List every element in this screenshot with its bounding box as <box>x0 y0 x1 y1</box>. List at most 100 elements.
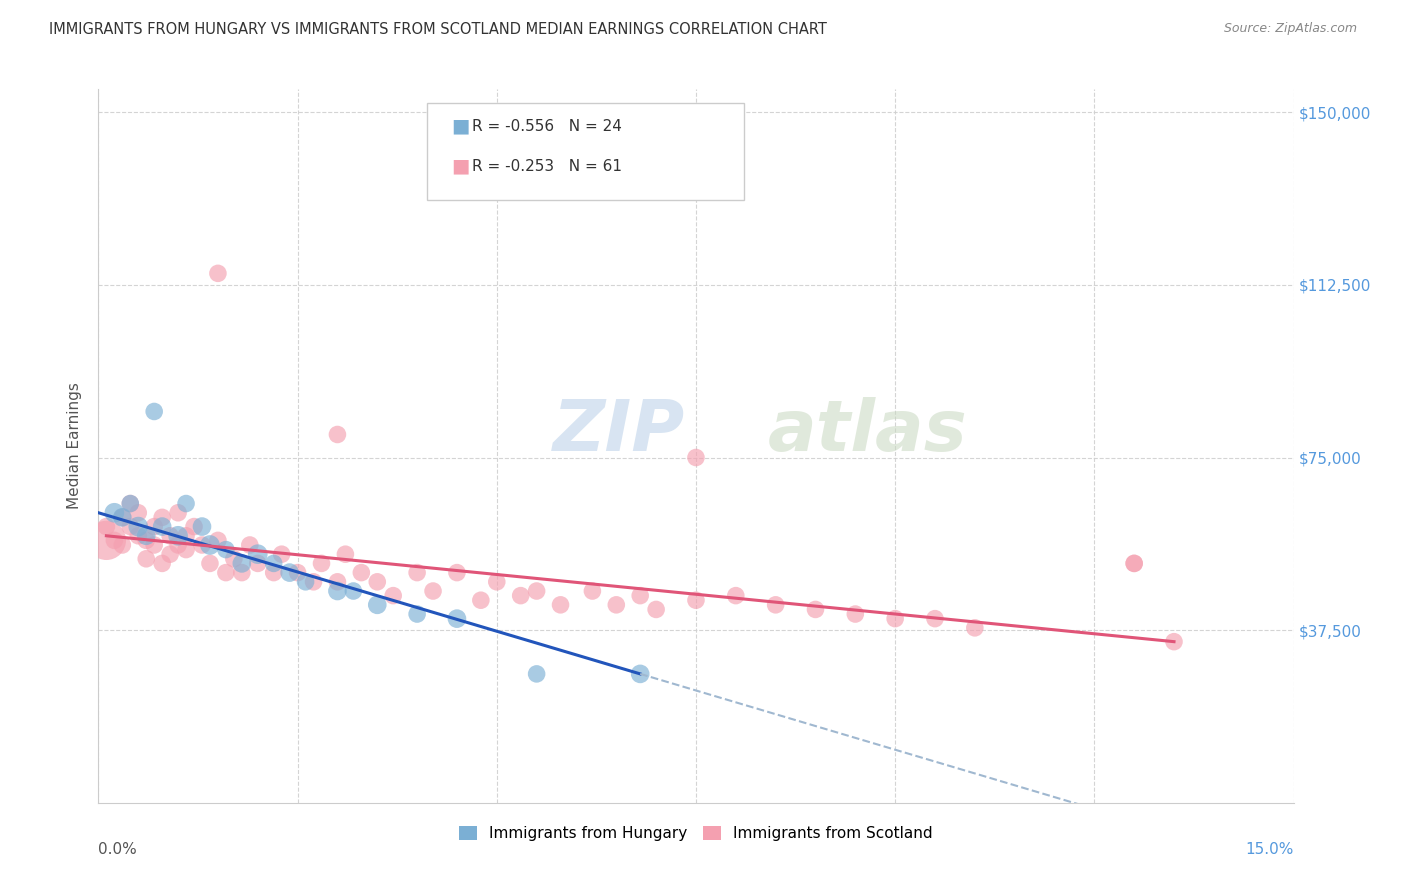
Point <box>924 612 946 626</box>
Point <box>366 598 388 612</box>
Point <box>270 547 292 561</box>
Text: Source: ZipAtlas.com: Source: ZipAtlas.com <box>1223 22 1357 36</box>
Text: 15.0%: 15.0% <box>1246 842 1294 857</box>
Point <box>1123 557 1146 571</box>
Point <box>581 584 603 599</box>
Point <box>366 574 388 589</box>
Point <box>382 589 405 603</box>
Point <box>127 529 149 543</box>
Point <box>222 551 245 566</box>
Point <box>159 547 181 561</box>
Point <box>287 566 309 580</box>
Text: 0.0%: 0.0% <box>98 842 138 857</box>
Point <box>127 506 149 520</box>
Point <box>1163 634 1185 648</box>
Point <box>294 574 316 589</box>
Point <box>246 557 269 571</box>
Point <box>150 510 173 524</box>
Point <box>278 566 301 580</box>
Point <box>96 519 118 533</box>
Point <box>844 607 866 621</box>
Text: atlas: atlas <box>768 397 967 467</box>
Point <box>191 519 214 533</box>
Point <box>103 533 125 548</box>
Point <box>167 529 190 543</box>
Point <box>143 404 166 418</box>
Point <box>628 666 651 681</box>
Point <box>215 566 238 580</box>
Point <box>470 593 492 607</box>
Point <box>120 497 142 511</box>
Point <box>120 519 142 533</box>
Point <box>174 542 197 557</box>
Point <box>628 589 651 603</box>
Text: ■: ■ <box>451 117 470 136</box>
Point <box>326 427 349 442</box>
Point <box>120 497 142 511</box>
Legend: Immigrants from Hungary, Immigrants from Scotland: Immigrants from Hungary, Immigrants from… <box>451 818 941 848</box>
Point <box>326 584 349 599</box>
Point <box>150 519 173 533</box>
Point <box>605 598 627 612</box>
Point <box>884 612 907 626</box>
Point <box>765 598 787 612</box>
Point <box>135 529 157 543</box>
Point <box>446 612 468 626</box>
Point <box>550 598 572 612</box>
Text: ZIP: ZIP <box>553 397 685 467</box>
Point <box>963 621 986 635</box>
Point <box>263 557 285 571</box>
Point <box>509 589 531 603</box>
Point <box>198 557 221 571</box>
Point <box>246 547 269 561</box>
Point <box>342 584 364 599</box>
Point <box>159 529 181 543</box>
Point <box>685 450 707 465</box>
Point <box>804 602 827 616</box>
Point <box>406 607 429 621</box>
Point <box>111 510 134 524</box>
Point <box>311 557 333 571</box>
Point <box>167 538 190 552</box>
Point <box>174 529 197 543</box>
Point <box>231 557 253 571</box>
Point <box>191 538 214 552</box>
Point <box>645 602 668 616</box>
Point <box>335 547 357 561</box>
Point <box>207 533 229 548</box>
Point <box>143 519 166 533</box>
Point <box>526 584 548 599</box>
Point <box>143 538 166 552</box>
Point <box>422 584 444 599</box>
Point <box>239 538 262 552</box>
Point <box>485 574 508 589</box>
Point <box>1123 557 1146 571</box>
Point <box>685 593 707 607</box>
Text: R = -0.253   N = 61: R = -0.253 N = 61 <box>472 159 623 174</box>
Point <box>135 551 157 566</box>
FancyBboxPatch shape <box>427 103 744 200</box>
Point <box>103 506 125 520</box>
Point <box>111 510 134 524</box>
Point <box>198 538 221 552</box>
Point <box>326 574 349 589</box>
Point <box>446 566 468 580</box>
Point <box>174 497 197 511</box>
Point <box>111 538 134 552</box>
Point <box>302 574 325 589</box>
Text: ■: ■ <box>451 157 470 176</box>
Point <box>167 506 190 520</box>
Point <box>263 566 285 580</box>
Text: R = -0.556   N = 24: R = -0.556 N = 24 <box>472 119 623 134</box>
Point <box>207 266 229 280</box>
Point <box>96 533 118 548</box>
Point <box>231 566 253 580</box>
Point <box>183 519 205 533</box>
Point <box>150 557 173 571</box>
Point <box>526 666 548 681</box>
Point <box>135 533 157 548</box>
Y-axis label: Median Earnings: Median Earnings <box>67 383 83 509</box>
Text: IMMIGRANTS FROM HUNGARY VS IMMIGRANTS FROM SCOTLAND MEDIAN EARNINGS CORRELATION : IMMIGRANTS FROM HUNGARY VS IMMIGRANTS FR… <box>49 22 827 37</box>
Point <box>127 519 149 533</box>
Point <box>724 589 747 603</box>
